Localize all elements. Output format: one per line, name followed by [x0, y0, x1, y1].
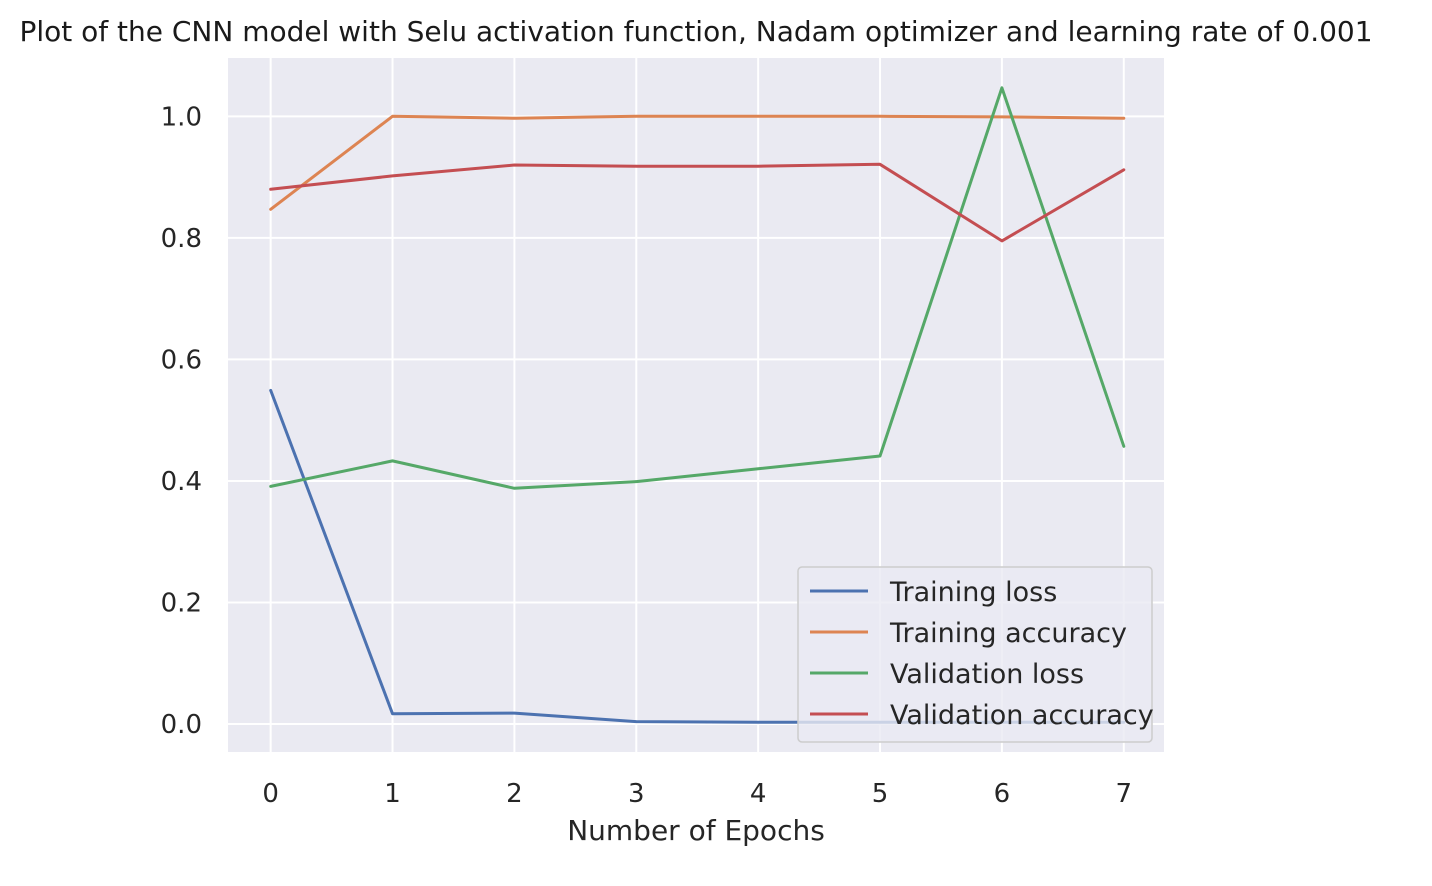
x-tick-label: 7: [1116, 779, 1133, 809]
series-line-validation-accuracy: [269, 162, 1126, 243]
x-tick-label: 6: [994, 779, 1011, 809]
legend: Training loss Training accuracy Validati…: [797, 566, 1154, 743]
legend-label-validation-accuracy: Validation accuracy: [890, 700, 1154, 731]
x-tick-label: 2: [506, 779, 523, 809]
chart-title: Plot of the CNN model with Selu activati…: [19, 15, 1372, 48]
x-tick-label: 5: [872, 779, 889, 809]
legend-box: [797, 566, 1153, 743]
y-tick-label: 0.0: [161, 710, 202, 740]
x-tick-label: 1: [384, 779, 401, 809]
y-tick-label: 0.2: [161, 589, 202, 619]
series-line-validation-loss: [269, 86, 1126, 490]
y-tick-label: 1.0: [161, 102, 202, 132]
x-tick-label: 4: [750, 779, 767, 809]
x-tick-label: 0: [262, 779, 279, 809]
legend-label-validation-loss: Validation loss: [890, 659, 1084, 690]
y-tick-label: 0.6: [161, 345, 202, 375]
series-line-training-accuracy: [269, 114, 1126, 211]
legend-label-training-loss: Training loss: [889, 577, 1057, 608]
y-tick-label: 0.4: [161, 467, 202, 497]
x-axis-label: Number of Epochs: [567, 814, 825, 847]
tick-labels: 0 1 2 3 4 5 6 7 0.0 0.2 0.4 0.6 0.8 1.0: [161, 102, 1132, 809]
y-tick-label: 0.8: [161, 224, 202, 254]
x-tick-label: 3: [628, 779, 645, 809]
legend-label-training-accuracy: Training accuracy: [889, 618, 1127, 649]
